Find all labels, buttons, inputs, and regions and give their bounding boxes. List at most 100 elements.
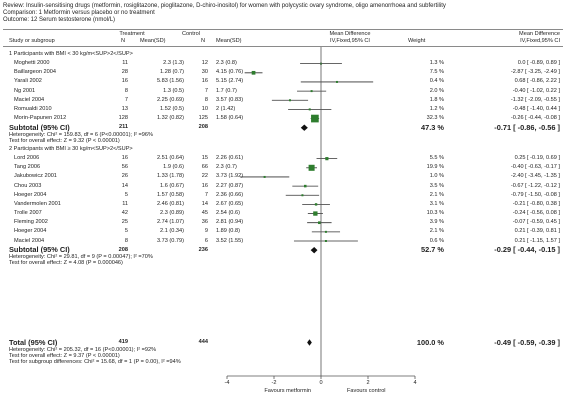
study-square xyxy=(314,203,318,206)
study-weight: 1.3 % xyxy=(429,60,444,67)
total-treatment-n: 419 xyxy=(118,339,128,345)
study-square xyxy=(325,157,329,161)
study-ci: -0.26 [ -0.44, -0.08 ] xyxy=(510,115,560,122)
treatment-mean-sd: 1.57 (0.58) xyxy=(156,191,184,198)
study-weight: 5.5 % xyxy=(429,155,444,162)
study-ci: -2.87 [ -3.25, -2.49 ] xyxy=(510,69,560,76)
control-mean-sd: 2.3 (0.7) xyxy=(216,164,237,171)
control-n: 9 xyxy=(204,228,208,235)
study-ci: -0.07 [ -0.59, 0.45 ] xyxy=(512,219,560,226)
control-n: 12 xyxy=(201,60,208,67)
control-n: 14 xyxy=(201,200,208,207)
treatment-mean-sd: 2.74 (1.07) xyxy=(156,219,184,226)
treatment-n: 11 xyxy=(122,60,128,67)
control-mean-sd: 5.15 (2.74) xyxy=(216,78,244,85)
control-mean-sd: 4.15 (0.76) xyxy=(216,69,244,76)
treatment-header: Treatment xyxy=(119,31,145,37)
control-n: 125 xyxy=(198,115,208,122)
study-ci: 0.25 [ -0.19, 0.69 ] xyxy=(514,155,560,162)
study-ci: 0.0 [ -0.89, 0.89 ] xyxy=(517,60,560,67)
treatment-n: 28 xyxy=(121,69,128,76)
control-header: Control xyxy=(181,31,201,37)
control-mean-sd: 2.54 (0.6) xyxy=(216,210,240,217)
subgroup-title-1: 1 Participants with BMI < 30 kg/m<SUP>2<… xyxy=(9,51,133,57)
md-header-1: Mean Difference xyxy=(329,31,371,37)
treatment-n: 7 xyxy=(124,96,128,103)
x-tick-label: 2 xyxy=(366,380,370,386)
header-top-rule xyxy=(3,29,563,30)
study-ci: -0.48 [ -1.40, 0.44 ] xyxy=(512,105,560,112)
md2-header-1: Mean Difference xyxy=(519,31,560,37)
outcome-title: Outcome: 12 Serum testosterone (nmol/L) xyxy=(3,17,116,23)
treatment-n: 16 xyxy=(121,155,128,162)
study-weight: 1.2 % xyxy=(429,105,444,112)
treatment-n: 13 xyxy=(121,105,128,112)
study-weight: 7.5 % xyxy=(429,69,444,76)
tn-header: N xyxy=(120,38,126,44)
cmsd-header: Mean(SD) xyxy=(216,38,242,44)
study-ci: -0.40 [ -1.02, 0.22 ] xyxy=(512,87,560,94)
treatment-mean-sd: 3.73 (0.79) xyxy=(156,237,184,244)
review-title: Review: Insulin-sensitising drugs (metfo… xyxy=(3,3,446,9)
study-name: Hoeger 2004 xyxy=(14,191,47,198)
subtotal-control-n: 236 xyxy=(198,246,208,253)
control-n: 22 xyxy=(201,173,208,180)
total-control-n: 444 xyxy=(198,339,208,345)
study-square xyxy=(335,80,338,83)
treatment-mean-sd: 2.51 (0.64) xyxy=(156,155,184,162)
treatment-n: 128 xyxy=(118,115,128,122)
control-n: 15 xyxy=(201,155,208,162)
treatment-n: 16 xyxy=(121,78,128,85)
study-weight: 1.0 % xyxy=(429,173,444,180)
study-square xyxy=(311,114,319,123)
favours-right-label: Favours control xyxy=(347,388,386,394)
control-n: 66 xyxy=(201,164,208,171)
study-weight: 19.9 % xyxy=(426,164,444,171)
study-ci: -0.40 [ -0.63, -0.17 ] xyxy=(510,164,560,171)
subtotal-ci: -0.71 [ -0.86, -0.56 ] xyxy=(494,122,560,132)
subtotal-treatment-n: 208 xyxy=(118,246,128,253)
treatment-n: 8 xyxy=(124,237,128,244)
study-name: Jakubowicz 2001 xyxy=(14,173,57,180)
study-name: Fleming 2002 xyxy=(14,219,48,226)
study-square xyxy=(263,175,266,178)
study-header: Study or subgroup xyxy=(9,38,55,44)
study-weight: 2.1 % xyxy=(429,191,444,198)
total-label: Total (95% CI) xyxy=(9,337,58,347)
control-mean-sd: 1.58 (0.64) xyxy=(216,115,244,122)
control-n: 6 xyxy=(204,237,208,244)
study-ci: 0.68 [ -0.86, 2.22 ] xyxy=(514,78,560,85)
study-name: Maciel 2004 xyxy=(14,96,45,103)
treatment-n: 25 xyxy=(121,219,128,226)
treatment-mean-sd: 1.52 (0.5) xyxy=(160,105,184,112)
control-mean-sd: 2.27 (0.87) xyxy=(216,182,244,189)
study-weight: 1.8 % xyxy=(429,96,444,103)
study-name: Romualdi 2010 xyxy=(14,105,52,112)
control-mean-sd: 2 (1.42) xyxy=(216,105,236,112)
control-mean-sd: 2.26 (0.61) xyxy=(216,155,244,162)
subtotal-label: Subtotal (95% CI) xyxy=(9,245,70,255)
study-square xyxy=(301,194,304,197)
study-ci: 0.21 [ -0.39, 0.81 ] xyxy=(514,228,560,235)
study-square xyxy=(313,211,318,216)
study-name: Yarali 2002 xyxy=(14,78,42,85)
treatment-mean-sd: 2.25 (0.69) xyxy=(156,96,184,103)
treatment-mean-sd: 2.3 (0.89) xyxy=(160,210,184,217)
control-mean-sd: 2.81 (0.94) xyxy=(216,219,244,226)
study-name: Vandermolen 2001 xyxy=(14,200,61,207)
subtotal-label: Subtotal (95% CI) xyxy=(9,122,70,132)
study-square xyxy=(308,164,315,171)
total-weight: 100.0 % xyxy=(416,337,444,347)
control-n: 45 xyxy=(201,210,208,217)
treatment-mean-sd: 1.32 (0.82) xyxy=(156,115,184,122)
control-n: 8 xyxy=(204,96,208,103)
control-mean-sd: 3.57 (0.83) xyxy=(216,96,244,103)
overall-effect-text: Test for overall effect: Z = 9.32 (P < 0… xyxy=(9,137,120,144)
study-square xyxy=(318,221,321,225)
treatment-n: 26 xyxy=(121,173,128,180)
control-n: 16 xyxy=(201,78,208,85)
study-name: Hoeger 2004 xyxy=(14,228,47,235)
study-square xyxy=(288,99,291,102)
x-tick-label: -4 xyxy=(224,380,230,386)
